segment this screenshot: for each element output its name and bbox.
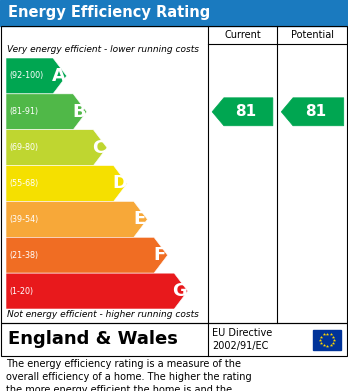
Text: (1-20): (1-20) <box>9 287 33 296</box>
Text: (69-80): (69-80) <box>9 143 38 152</box>
Text: F: F <box>154 246 166 264</box>
Polygon shape <box>6 58 66 94</box>
Text: Energy Efficiency Rating: Energy Efficiency Rating <box>8 5 210 20</box>
Polygon shape <box>6 130 107 165</box>
Text: B: B <box>72 103 86 121</box>
Text: Current: Current <box>224 30 261 40</box>
Text: Very energy efficient - lower running costs: Very energy efficient - lower running co… <box>7 45 199 54</box>
Polygon shape <box>6 201 148 237</box>
Text: The energy efficiency rating is a measure of the
overall efficiency of a home. T: The energy efficiency rating is a measur… <box>6 359 252 391</box>
Text: Not energy efficient - higher running costs: Not energy efficient - higher running co… <box>7 310 199 319</box>
Text: C: C <box>93 139 106 157</box>
Text: (81-91): (81-91) <box>9 107 38 116</box>
Polygon shape <box>212 98 273 126</box>
Text: (39-54): (39-54) <box>9 215 38 224</box>
Text: G: G <box>173 282 188 300</box>
Polygon shape <box>6 237 168 273</box>
Bar <box>1 323 347 356</box>
Text: England & Wales: England & Wales <box>8 330 178 348</box>
Text: 81: 81 <box>235 104 256 119</box>
Bar <box>313 330 341 350</box>
Text: 81: 81 <box>305 104 326 119</box>
Text: (21-38): (21-38) <box>9 251 38 260</box>
Text: Potential: Potential <box>291 30 334 40</box>
Bar <box>0 0 348 26</box>
Polygon shape <box>6 165 127 201</box>
Text: D: D <box>112 174 127 192</box>
Polygon shape <box>281 98 344 126</box>
Text: (55-68): (55-68) <box>9 179 38 188</box>
Text: EU Directive
2002/91/EC: EU Directive 2002/91/EC <box>212 328 272 351</box>
Polygon shape <box>6 273 188 309</box>
Text: A: A <box>52 67 66 85</box>
Text: E: E <box>134 210 146 228</box>
Text: (92-100): (92-100) <box>9 72 43 81</box>
Polygon shape <box>6 94 87 130</box>
Bar <box>1 26 347 323</box>
